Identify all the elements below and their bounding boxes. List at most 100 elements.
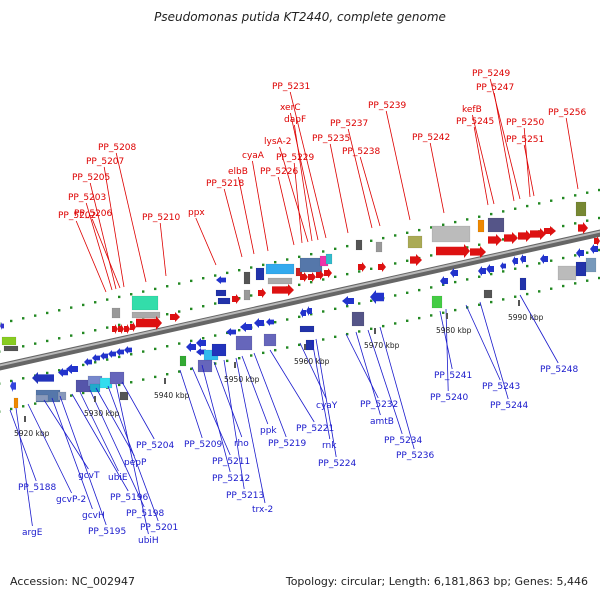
forward-label-leader — [293, 162, 303, 244]
forward-gene-label: cyaA — [242, 151, 265, 161]
reverse-gene-arrow — [266, 318, 274, 326]
forward-label-leader — [75, 220, 107, 293]
gene-block — [13, 397, 19, 409]
kbp-tick — [234, 362, 236, 368]
kbp-axis-label: 5990 kbp — [508, 313, 544, 322]
forward-label-leader — [429, 142, 445, 214]
reverse-label-leader — [213, 361, 243, 438]
forward-gene-arrow — [130, 322, 136, 332]
reverse-gene-arrow — [500, 262, 506, 270]
reverse-gene-arrow — [254, 318, 264, 328]
forward-gene-arrow — [232, 294, 240, 304]
reverse-label-leader — [71, 393, 129, 492]
reverse-gene-arrow — [84, 358, 92, 366]
genome-title: Pseudomonas putida KT2440, complete geno… — [154, 10, 446, 24]
kbp-axis-label: 5930 kbp — [84, 409, 120, 418]
reverse-gene-label: amtB — [370, 417, 394, 427]
reverse-gene-label: ppk — [260, 426, 277, 436]
reverse-label-leader — [51, 397, 93, 510]
reverse-gene-label: ubiE — [108, 473, 128, 483]
gene-block — [217, 297, 231, 305]
accession-text: Accession: NC_002947 — [10, 575, 136, 588]
forward-label-leader — [523, 144, 535, 197]
kbp-tick — [518, 300, 520, 306]
reverse-label-leader — [355, 331, 381, 416]
reverse-gene-arrow — [478, 266, 486, 276]
reverse-label-leader — [235, 357, 266, 504]
reverse-gene-arrow — [196, 338, 206, 348]
reverse-gene-label: gcvH — [82, 511, 105, 521]
reverse-gene-label: PP_5248 — [540, 365, 579, 375]
reverse-label-leader — [27, 403, 72, 494]
forward-gene-label: PP_5235 — [312, 134, 350, 144]
reverse-gene-arrow — [306, 306, 312, 316]
reverse-gene-arrow — [300, 308, 306, 318]
gene-block — [557, 265, 577, 281]
reverse-label-leader — [367, 329, 403, 435]
reverse-gene-label: rho — [234, 439, 249, 449]
label-leaders — [9, 78, 579, 535]
kbp-tick — [24, 416, 26, 422]
reverse-label-leader — [439, 310, 453, 370]
forward-gene-label: PP_5238 — [342, 147, 381, 157]
kbp-axis-label: 5980 kbp — [436, 326, 472, 335]
kbp-axis-label: 5960 kbp — [294, 357, 330, 366]
forward-gene-arrow — [316, 270, 324, 280]
reverse-gene-arrow — [124, 346, 132, 354]
reverse-label-leader — [519, 294, 559, 364]
gene-block — [109, 371, 125, 385]
forward-gene-label: PP_5245 — [456, 117, 494, 127]
forward-gene-label: PP_5203 — [68, 193, 106, 203]
forward-gene-label: PP_5231 — [272, 82, 310, 92]
gene-block — [355, 239, 363, 251]
forward-gene-label: PP_5237 — [330, 119, 368, 129]
forward-gene-label: PP_5208 — [98, 143, 137, 153]
kbp-axis-label: 5970 kbp — [364, 341, 400, 350]
gene-block — [211, 343, 227, 357]
reverse-gene-arrow — [58, 368, 68, 377]
reverse-gene-arrow — [590, 244, 598, 254]
reverse-label-leader — [253, 352, 287, 438]
reverse-gene-arrow — [342, 296, 354, 306]
forward-label-leader — [489, 78, 521, 200]
gene-block — [351, 311, 365, 327]
forward-gene-arrow — [530, 228, 546, 240]
forward-gene-arrow — [358, 262, 366, 272]
reverse-label-leader — [269, 349, 315, 423]
reverse-gene-arrow — [486, 264, 494, 274]
forward-gene-arrow — [518, 230, 532, 242]
reverse-gene-label: PP_5213 — [226, 491, 264, 501]
kbp-axis-label: 5920 kbp — [14, 429, 50, 438]
gene-block — [375, 241, 383, 253]
reverse-label-leader — [241, 355, 269, 425]
forward-gene-label: lysA-2 — [264, 137, 291, 147]
reverse-label-leader — [79, 391, 119, 472]
reverse-gene-arrow — [0, 322, 4, 330]
reverse-gene-arrow — [540, 254, 548, 264]
reverse-gene-label: PP_5240 — [430, 393, 469, 403]
reverse-gene-label: PP_5221 — [296, 424, 334, 434]
forward-label-leader — [103, 166, 125, 288]
gene-block — [1, 336, 17, 346]
gene-block — [477, 219, 485, 233]
forward-gene-label: PP_5206 — [74, 209, 113, 219]
reverse-gene-arrow — [370, 290, 384, 304]
forward-gene-arrow — [118, 324, 124, 334]
gene-block — [131, 311, 161, 319]
gene-block — [431, 295, 443, 309]
forward-gene-label: ppx — [188, 208, 205, 218]
gene-block — [57, 391, 67, 401]
reverse-label-leader — [315, 338, 337, 458]
forward-label-leader — [223, 188, 243, 258]
reverse-gene-label: PP_5241 — [434, 371, 472, 381]
forward-gene-label: PP_5242 — [412, 133, 450, 143]
forward-gene-arrow — [378, 262, 386, 272]
forward-gene-arrow — [436, 244, 470, 258]
forward-gene-arrow — [470, 246, 486, 258]
gene-block — [265, 263, 295, 275]
reverse-gene-arrow — [216, 276, 226, 284]
forward-gene-label: PP_5256 — [548, 108, 587, 118]
reverse-label-leader — [479, 301, 509, 400]
reverse-gene-arrow — [108, 350, 116, 358]
gene-block — [263, 333, 277, 347]
